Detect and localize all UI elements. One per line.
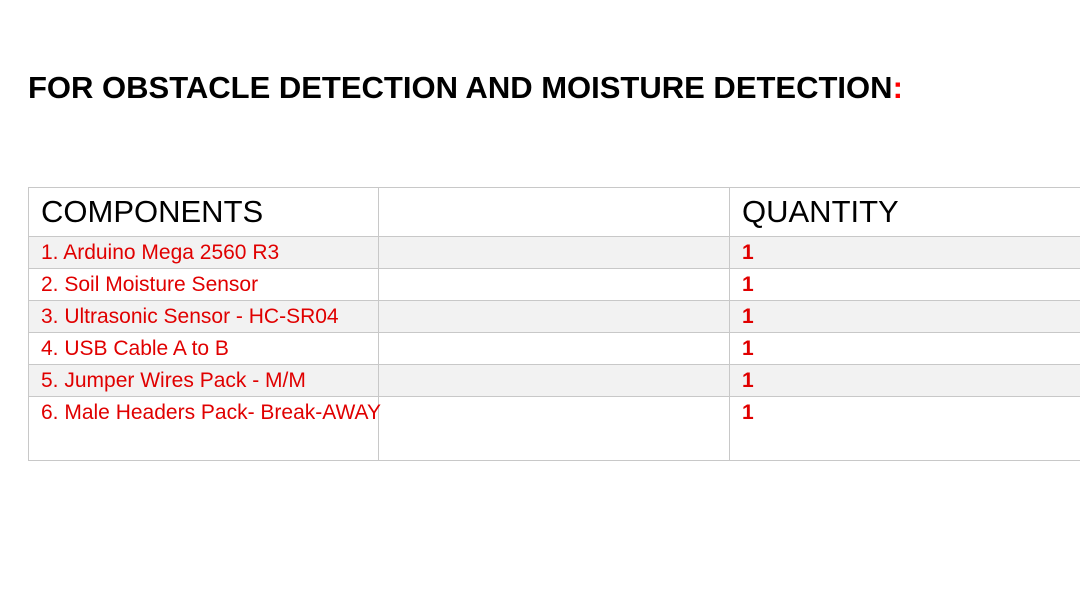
empty-cell [378,268,730,301]
table-row: 2. Soil Moisture Sensor 1 [28,268,1080,301]
quantity-cell: 1 [729,268,1080,301]
component-cell: 4. USB Cable A to B [28,332,379,365]
table-row: 6. Male Headers Pack- Break-AWAY 1 [28,396,1080,461]
component-name: 6. Male Headers Pack- Break-AWAY [41,401,381,424]
table-row: 5. Jumper Wires Pack - M/M 1 [28,364,1080,397]
header-empty [378,187,730,237]
empty-cell [378,236,730,269]
component-cell: 3. Ultrasonic Sensor - HC-SR04 [28,300,379,333]
header-components: COMPONENTS [28,187,379,237]
component-cell: 2. Soil Moisture Sensor [28,268,379,301]
empty-cell [378,364,730,397]
component-cell: 5. Jumper Wires Pack - M/M [28,364,379,397]
component-cell: 1. Arduino Mega 2560 R3 [28,236,379,269]
component-name: 1. Arduino Mega 2560 R3 [41,241,280,264]
quantity-cell: 1 [729,300,1080,333]
table-row: 3. Ultrasonic Sensor - HC-SR04 1 [28,300,1080,333]
component-cell: 6. Male Headers Pack- Break-AWAY [28,396,381,461]
components-table: COMPONENTS QUANTITY 1. Arduino Mega 2560… [28,187,1080,461]
page-title-colon: : [892,70,903,105]
component-name: 4. USB Cable A to B [41,337,229,360]
table-row: 1. Arduino Mega 2560 R3 1 [28,236,1080,269]
page-title-text: FOR OBSTACLE DETECTION AND MOISTURE DETE… [28,70,893,105]
quantity-cell: 1 [729,396,1080,461]
quantity-cell: 1 [729,236,1080,269]
page-title: FOR OBSTACLE DETECTION AND MOISTURE DETE… [28,70,903,106]
table-row: 4. USB Cable A to B 1 [28,332,1080,365]
quantity-cell: 1 [729,332,1080,365]
empty-cell [378,332,730,365]
component-name: 2. Soil Moisture Sensor [41,273,259,296]
header-quantity: QUANTITY [729,187,1080,237]
quantity-cell: 1 [729,364,1080,397]
table-header-row: COMPONENTS QUANTITY [28,187,1080,237]
empty-cell [378,300,730,333]
component-name: 3. Ultrasonic Sensor - HC-SR04 [41,305,339,328]
component-name: 5. Jumper Wires Pack - M/M [41,369,306,392]
empty-cell [378,396,730,461]
